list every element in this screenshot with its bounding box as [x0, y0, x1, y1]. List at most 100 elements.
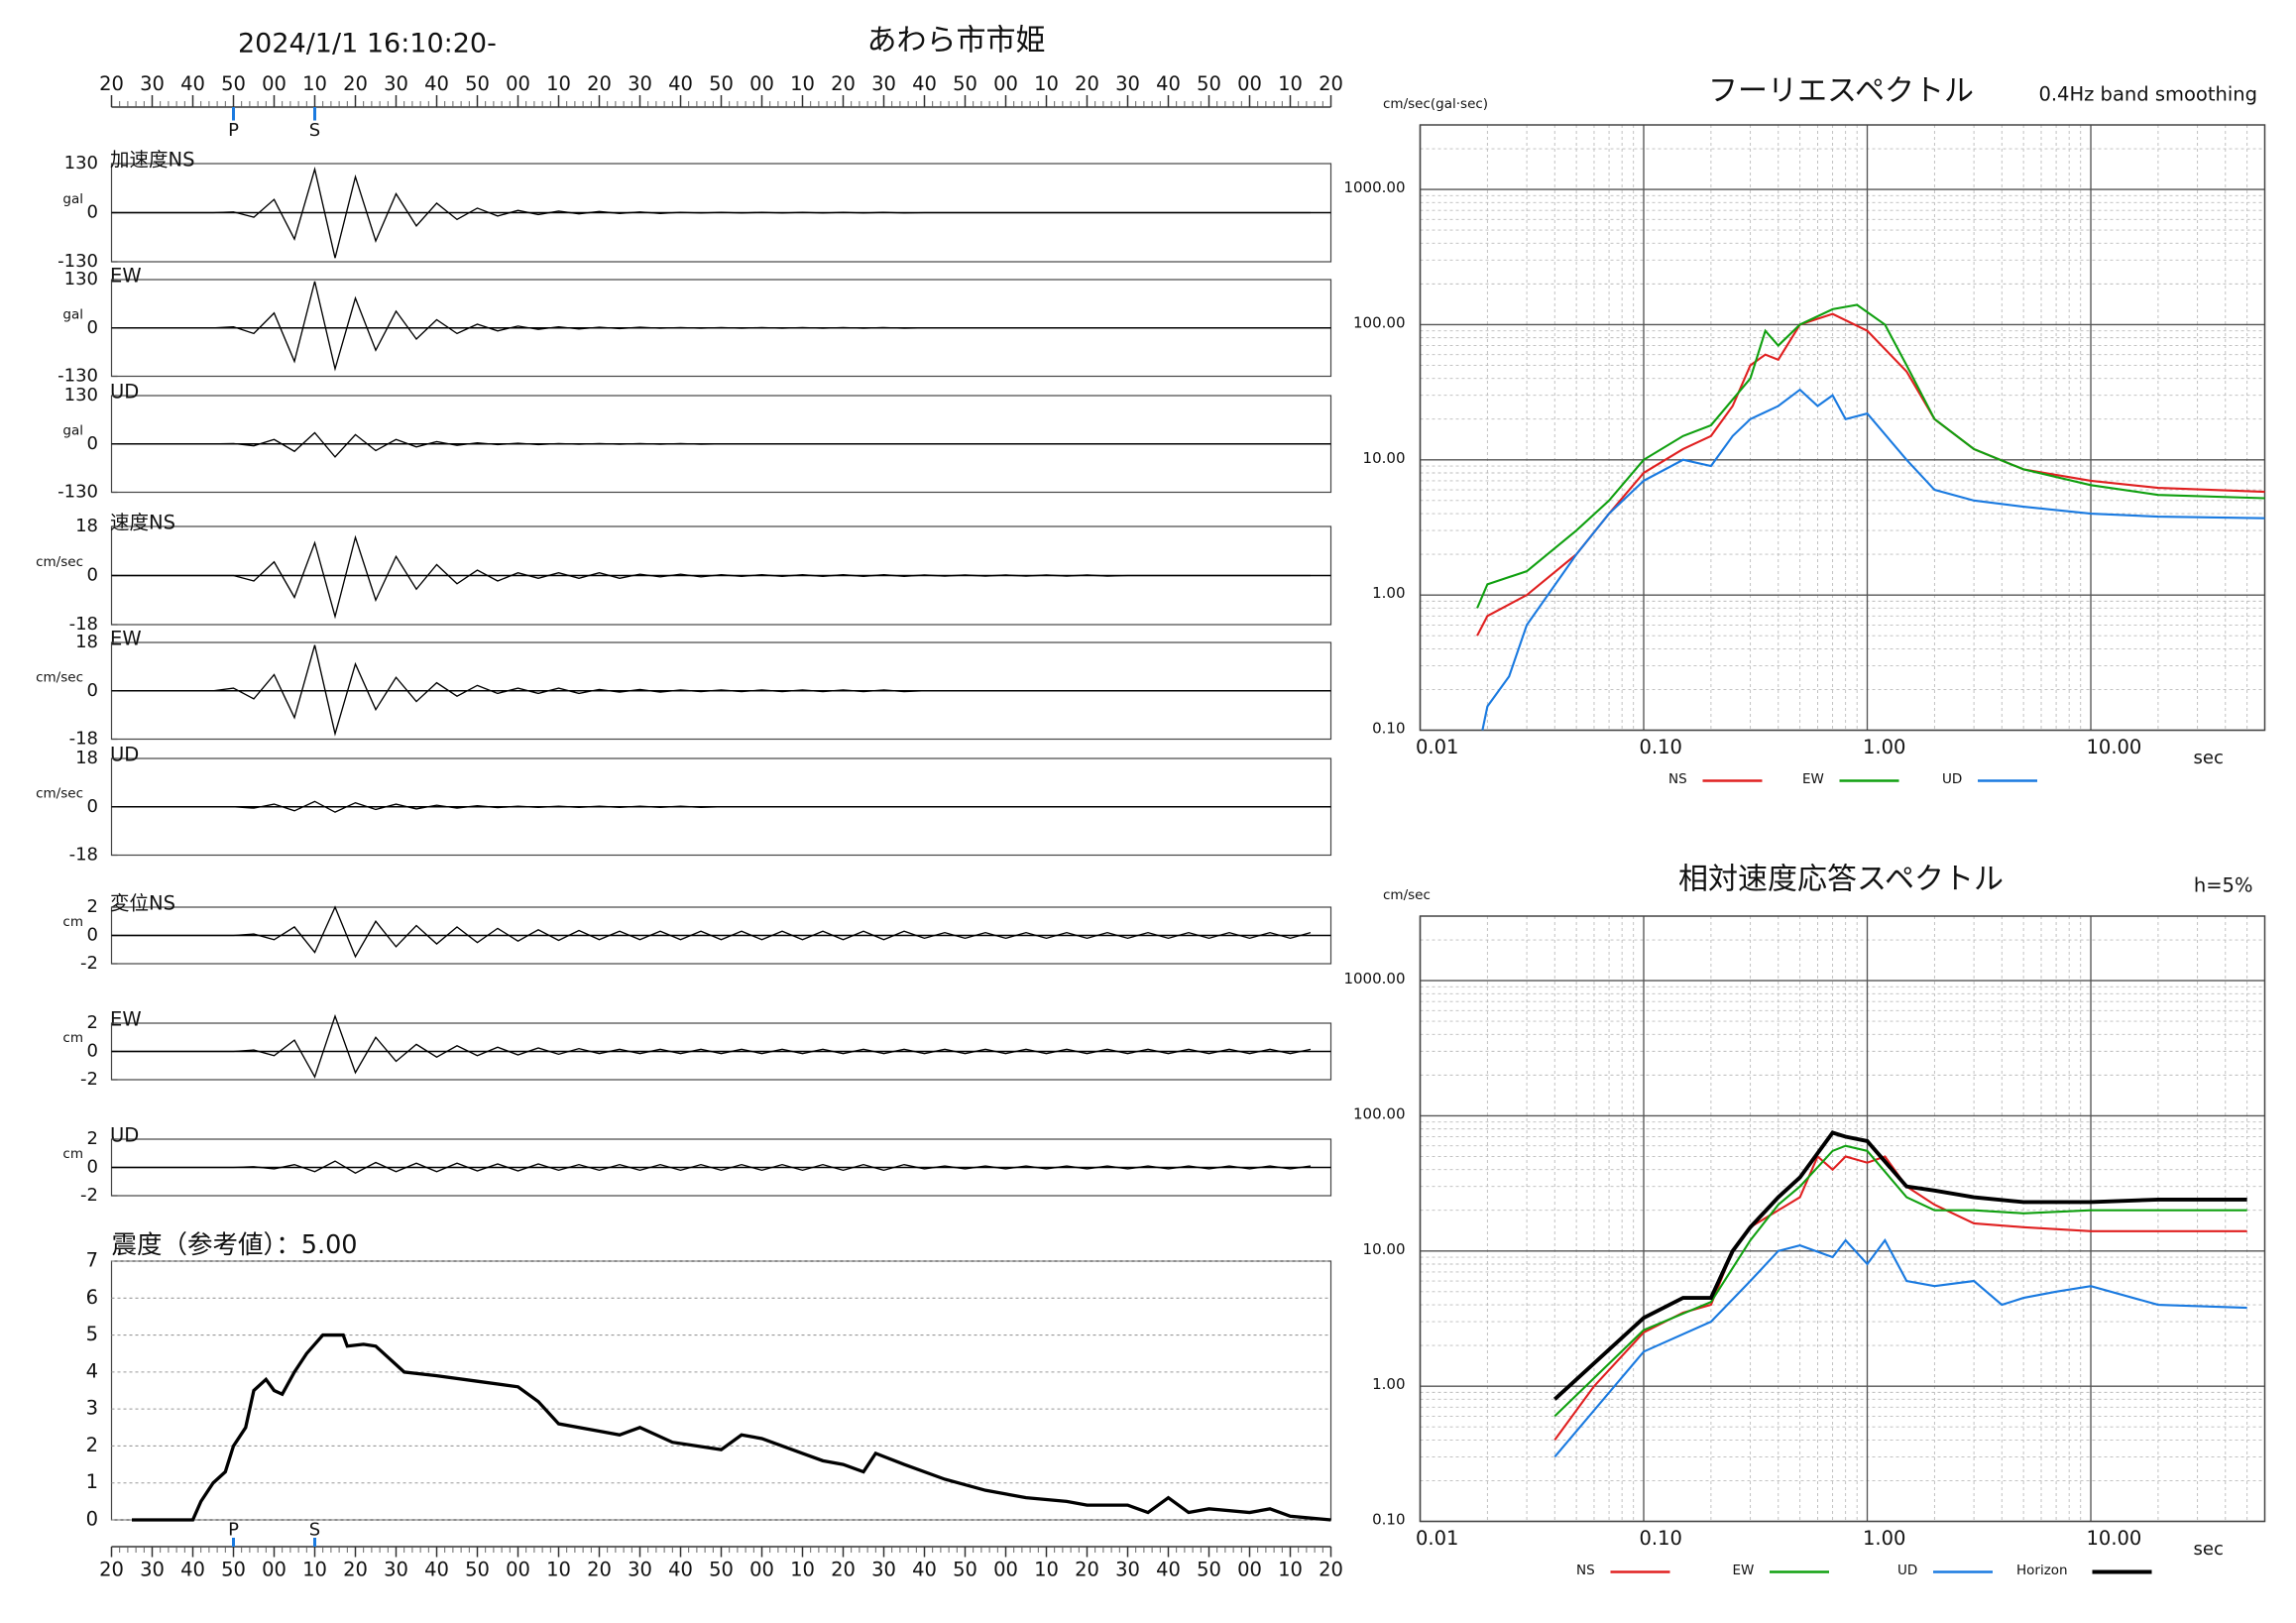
response-title: 相対速度応答スペクトル: [1678, 863, 2004, 897]
x-tick-label: 30: [628, 72, 652, 95]
x-tick-label: 00: [749, 72, 774, 95]
fourier-y-label: cm/sec(gal·sec): [1383, 96, 1488, 112]
x-tick-label: 40: [424, 1559, 449, 1581]
y-tick-label: -2: [80, 1069, 98, 1090]
x-tick-label: 40: [668, 72, 693, 95]
y-tick-label: -18: [69, 614, 98, 635]
plot-frame: [1419, 915, 2266, 1523]
legend-label: UD: [1942, 771, 1962, 787]
y-tick-label: 6: [86, 1286, 98, 1309]
panel-unit: cm: [62, 914, 83, 930]
x-tick-label: 50: [221, 72, 246, 95]
y-tick-label: 1000.00: [1343, 970, 1405, 987]
x-tick-label: 30: [384, 72, 408, 95]
fourier-title: フーリエスペクトル: [1708, 74, 1974, 109]
panel-unit: gal: [62, 422, 83, 438]
x-tick-label: 20: [343, 1559, 368, 1581]
y-tick-label: 0: [87, 433, 98, 454]
response-subtitle: h=5%: [2194, 874, 2253, 897]
y-tick-label: 130: [64, 153, 98, 174]
waveform-trace: [111, 281, 1311, 372]
x-tick-label: 30: [1115, 72, 1140, 95]
x-tick-label: 10.00: [2087, 736, 2142, 758]
y-tick-label: -2: [80, 953, 98, 974]
x-tick-label: 30: [140, 1559, 165, 1581]
x-tick-label: 10: [546, 72, 571, 95]
phase-label: S: [309, 120, 320, 141]
y-tick-label: 1.00: [1372, 1375, 1405, 1393]
legend-label: EW: [1733, 1563, 1755, 1578]
legend-label: UD: [1897, 1563, 1917, 1578]
x-tick-label: 30: [871, 1559, 896, 1581]
spectrum-line: [1552, 1130, 2247, 1401]
x-tick-label: 50: [465, 1559, 490, 1581]
x-tick-label: 20: [1075, 72, 1099, 95]
x-tick-label: 20: [587, 72, 612, 95]
panel-name: UD: [110, 744, 139, 766]
y-tick-label: -2: [80, 1185, 98, 1206]
x-tick-label: 40: [1156, 72, 1181, 95]
panel-name: UD: [110, 381, 139, 404]
x-tick-label: 50: [953, 72, 977, 95]
x-tick-label: 50: [953, 1559, 977, 1581]
x-tick-label: 00: [506, 1559, 530, 1581]
waveform-trace: [111, 905, 1312, 959]
x-tick-label: 30: [871, 72, 896, 95]
phase-label: P: [228, 120, 239, 141]
fourier-x-label: sec: [2194, 748, 2224, 768]
y-tick-label: 0: [87, 317, 98, 338]
y-tick-label: 0: [87, 565, 98, 586]
plot-frame: [1419, 124, 2266, 732]
panel-unit: cm/sec: [36, 669, 83, 685]
x-tick-label: 1.00: [1863, 1527, 1905, 1550]
x-tick-label: 50: [1197, 72, 1221, 95]
y-tick-label: 18: [75, 748, 98, 768]
y-tick-label: 1.00: [1372, 584, 1405, 602]
panel-name: UD: [110, 1124, 139, 1147]
x-tick-label: 10: [1278, 1559, 1303, 1581]
y-tick-label: 18: [75, 632, 98, 652]
y-tick-label: 2: [87, 1012, 98, 1033]
x-tick-label: 40: [912, 1559, 937, 1581]
x-tick-label: 20: [1075, 1559, 1099, 1581]
x-tick-label: 10: [1034, 1559, 1059, 1581]
station-name: あわら市市姫: [867, 24, 1046, 58]
x-tick-label: 0.10: [1640, 1527, 1682, 1550]
y-tick-label: 1000.00: [1343, 178, 1405, 196]
legend-label: Horizon: [2016, 1563, 2068, 1578]
y-tick-label: 4: [86, 1359, 98, 1382]
intensity-line: [131, 1333, 1331, 1522]
legend-label: NS: [1668, 771, 1687, 787]
x-tick-label: 10.00: [2087, 1527, 2142, 1550]
x-tick-label: 00: [993, 72, 1018, 95]
x-tick-label: 20: [587, 1559, 612, 1581]
x-tick-label: 30: [1115, 1559, 1140, 1581]
waveform-trace: [111, 1160, 1312, 1174]
x-tick-label: 00: [749, 1559, 774, 1581]
y-tick-label: 0.10: [1372, 1511, 1405, 1529]
x-tick-label: 50: [709, 72, 734, 95]
x-tick-label: 50: [1197, 1559, 1221, 1581]
y-tick-label: 10.00: [1363, 1240, 1406, 1258]
panel-name: 加速度NS: [110, 149, 194, 172]
x-tick-label: 00: [506, 72, 530, 95]
spectrum-line: [1553, 1144, 2247, 1418]
y-tick-label: -130: [57, 482, 98, 503]
x-tick-label: 50: [221, 1559, 246, 1581]
phase-label: P: [228, 1520, 239, 1541]
y-tick-label: 7: [86, 1249, 98, 1272]
y-tick-label: 1: [86, 1470, 98, 1493]
y-tick-label: 5: [86, 1323, 98, 1345]
x-tick-label: 20: [1319, 72, 1343, 95]
waveform-trace: [111, 1013, 1312, 1079]
x-tick-label: 40: [180, 72, 205, 95]
y-tick-label: 3: [86, 1397, 98, 1420]
x-tick-label: 0.10: [1640, 736, 1682, 758]
x-tick-label: 0.01: [1416, 1527, 1458, 1550]
panel-unit: cm/sec: [36, 554, 83, 570]
waveform-trace: [111, 431, 1311, 458]
x-tick-label: 40: [912, 72, 937, 95]
panel-unit: cm: [62, 1030, 83, 1046]
fourier-subtitle: 0.4Hz band smoothing: [2038, 83, 2257, 106]
